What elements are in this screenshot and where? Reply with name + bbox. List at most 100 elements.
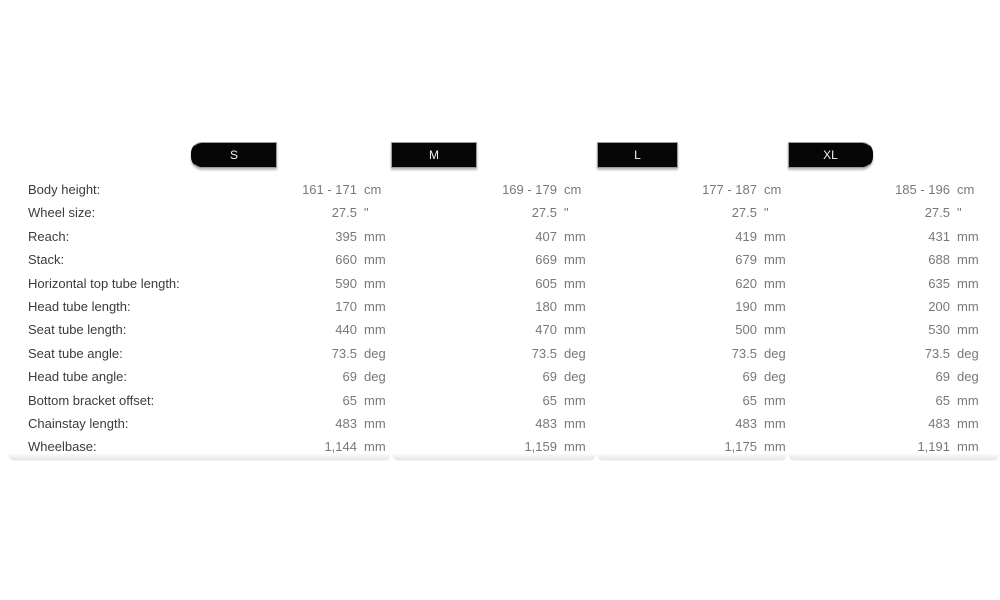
value-unit: mm xyxy=(764,393,786,408)
value-number: 27.5 xyxy=(531,205,557,220)
value-unit: mm xyxy=(764,299,786,314)
value-number: 1,175 xyxy=(724,439,757,454)
value-unit: mm xyxy=(957,439,979,454)
value-cell: 1,144 mm xyxy=(227,438,385,456)
value-number: 431 xyxy=(928,229,950,244)
value-cell: 431 mm xyxy=(820,228,978,246)
value-number: 470 xyxy=(535,322,557,337)
value-number: 69 xyxy=(342,369,357,384)
value-number: 395 xyxy=(335,229,357,244)
value-cell: 69 deg xyxy=(627,368,786,386)
value-cell: 407 mm xyxy=(427,228,586,246)
value-cell: 1,175 mm xyxy=(627,438,786,456)
value-unit: mm xyxy=(564,276,586,291)
value-cell: 27.5 " xyxy=(227,204,369,222)
value-number: 688 xyxy=(928,252,950,267)
value-cell: 395 mm xyxy=(227,228,385,246)
value-number: 69 xyxy=(742,369,757,384)
value-cell: 635 mm xyxy=(820,275,979,293)
value-number: 635 xyxy=(928,276,950,291)
value-cell: 65 mm xyxy=(227,392,386,410)
value-number: 73.5 xyxy=(924,346,950,361)
panel-bottom-edge-m xyxy=(392,454,596,461)
value-number: 73.5 xyxy=(331,346,357,361)
value-unit: cm xyxy=(957,182,975,197)
row-label: Chainstay length: xyxy=(28,416,129,431)
size-tab-l[interactable]: L xyxy=(597,142,678,168)
value-cell: 440 mm xyxy=(227,321,385,339)
panel-bottom-edge-l xyxy=(597,454,787,461)
value-unit: mm xyxy=(364,252,386,267)
value-cell: 27.5 " xyxy=(427,204,569,222)
value-unit: mm xyxy=(564,322,586,337)
value-unit: mm xyxy=(564,299,586,314)
value-number: 605 xyxy=(535,276,557,291)
row-label: Bottom bracket offset: xyxy=(28,393,155,408)
value-cell: 169 - 179 cm xyxy=(427,181,581,199)
value-unit: mm xyxy=(764,276,786,291)
value-number: 1,159 xyxy=(524,439,557,454)
value-unit: deg xyxy=(764,346,786,361)
value-cell: 679 mm xyxy=(627,251,785,269)
value-cell: 483 mm xyxy=(227,415,385,433)
value-unit: mm xyxy=(764,439,786,454)
value-cell: 180 mm xyxy=(427,298,586,316)
value-number: 590 xyxy=(335,276,357,291)
value-number: 200 xyxy=(928,299,950,314)
size-tab-s[interactable]: S xyxy=(191,142,277,168)
value-cell: 669 mm xyxy=(427,251,585,269)
row-label: Seat tube length: xyxy=(28,322,127,337)
row-label: Head tube length: xyxy=(28,299,131,314)
value-cell: 73.5 deg xyxy=(820,345,979,363)
row-label: Wheel size: xyxy=(28,205,96,220)
size-tab-xl[interactable]: XL xyxy=(788,142,873,168)
value-cell: 161 - 171 cm xyxy=(227,181,381,199)
value-unit: mm xyxy=(564,229,586,244)
value-number: 1,191 xyxy=(917,439,950,454)
row-label: Stack: xyxy=(28,252,65,267)
value-cell: 200 mm xyxy=(820,298,978,316)
value-unit: mm xyxy=(957,252,979,267)
value-cell: 177 - 187 cm xyxy=(627,181,781,199)
value-number: 185 - 196 xyxy=(895,182,950,197)
value-number: 407 xyxy=(535,229,557,244)
value-cell: 190 mm xyxy=(627,298,786,316)
value-unit: mm xyxy=(957,276,979,291)
value-unit: mm xyxy=(364,393,386,408)
value-number: 170 xyxy=(335,299,357,314)
value-number: 620 xyxy=(735,276,757,291)
size-tab-m[interactable]: M xyxy=(391,142,477,168)
value-number: 169 - 179 xyxy=(502,182,557,197)
panel-bottom-edge-xl xyxy=(788,454,999,461)
value-cell: 483 mm xyxy=(627,415,785,433)
value-unit: mm xyxy=(957,393,979,408)
value-cell: 69 deg xyxy=(820,368,979,386)
value-unit: mm xyxy=(564,393,586,408)
value-unit: " xyxy=(764,205,769,220)
value-unit: mm xyxy=(564,416,586,431)
row-label: Horizontal top tube length: xyxy=(28,276,180,291)
value-unit: mm xyxy=(564,439,586,454)
value-number: 660 xyxy=(335,252,357,267)
value-unit: mm xyxy=(364,299,386,314)
value-cell: 660 mm xyxy=(227,251,386,269)
row-label: Head tube angle: xyxy=(28,369,128,384)
value-cell: 530 mm xyxy=(820,321,979,339)
value-cell: 73.5 deg xyxy=(427,345,586,363)
value-cell: 185 - 196 cm xyxy=(820,181,974,199)
value-unit: mm xyxy=(957,322,979,337)
value-number: 177 - 187 xyxy=(702,182,757,197)
value-cell: 1,191 mm xyxy=(820,438,979,456)
row-label: Reach: xyxy=(28,229,70,244)
value-number: 483 xyxy=(928,416,950,431)
value-cell: 419 mm xyxy=(627,228,785,246)
value-cell: 27.5 " xyxy=(627,204,769,222)
row-label: Seat tube angle: xyxy=(28,346,123,361)
value-unit: cm xyxy=(564,182,582,197)
value-cell: 65 mm xyxy=(427,392,586,410)
value-number: 27.5 xyxy=(924,205,950,220)
value-cell: 170 mm xyxy=(227,298,386,316)
value-unit: " xyxy=(564,205,569,220)
value-unit: " xyxy=(957,205,962,220)
